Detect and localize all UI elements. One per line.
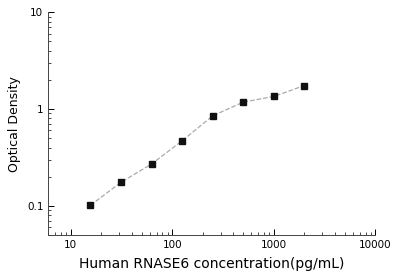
X-axis label: Human RNASE6 concentration(pg/mL): Human RNASE6 concentration(pg/mL) bbox=[79, 257, 344, 271]
Y-axis label: Optical Density: Optical Density bbox=[8, 76, 21, 172]
